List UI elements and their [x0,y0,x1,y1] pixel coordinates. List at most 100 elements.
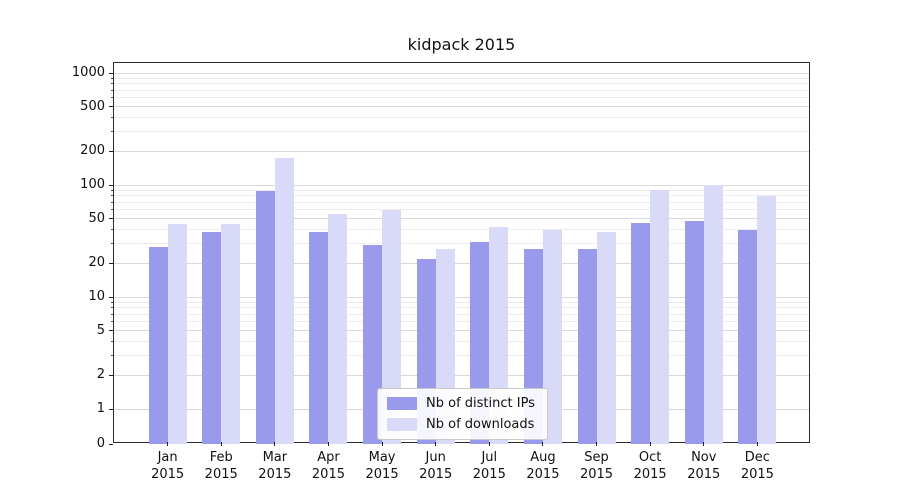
gridline-major [114,330,809,332]
y-tick-label: 10 [88,289,105,304]
legend-item-distinct-ips: Nb of distinct IPs [387,396,535,411]
gridline-minor [114,195,809,197]
x-tick-label: Jun 2015 [419,450,453,482]
bar-downloads-feb [221,223,241,444]
y-tick-mark [109,374,113,376]
gridline-minor [114,307,809,309]
y-tick-label: 100 [80,177,105,192]
bar-distinct-ips-mar [255,191,275,444]
gridline-major [114,296,809,298]
bar-downloads-apr [328,214,348,444]
bar-downloads-oct [650,190,670,444]
y-tick-mark-minor [111,97,113,99]
y-tick-mark-minor [111,355,113,357]
x-tick-label: May 2015 [365,450,399,482]
bar-distinct-ips-dec [738,229,758,444]
legend: Nb of distinct IPs Nb of downloads [377,388,548,440]
gridline-minor [114,209,809,211]
y-tick-mark [109,150,113,152]
x-tick-label: Oct 2015 [633,450,667,482]
y-tick-mark [109,296,113,298]
y-tick-mark [109,408,113,410]
y-tick-label: 50 [88,210,105,226]
y-tick-mark-minor [111,341,113,343]
gridline-minor [114,201,809,203]
gridline-minor [114,189,809,191]
gridline-minor [114,83,809,85]
y-tick-label: 1000 [71,65,105,80]
gridline-major [114,262,809,264]
x-tick-label: Apr 2015 [311,450,345,482]
y-tick-mark-minor [111,189,113,191]
y-tick-mark-minor [111,321,113,323]
x-tick-mark [435,442,437,446]
x-tick-mark [381,442,383,446]
bar-downloads-nov [703,185,723,444]
y-tick-mark [109,106,113,108]
bar-downloads-mar [274,157,294,444]
gridline-minor [114,89,809,91]
y-tick-mark-minor [111,131,113,133]
bar-distinct-ips-jan [148,246,168,444]
gridline-major [114,218,809,220]
gridline-minor [114,97,809,99]
x-tick-label: Dec 2015 [740,450,774,482]
gridline-minor [114,313,809,315]
y-tick-label: 0 [96,436,105,451]
y-tick-mark-minor [111,89,113,91]
gridline-minor [114,301,809,303]
y-tick-mark [109,262,113,264]
y-tick-mark-minor [111,313,113,315]
gridline-minor [114,117,809,119]
y-tick-mark-minor [111,83,113,85]
x-tick-label: Nov 2015 [687,450,721,482]
gridline-minor [114,321,809,323]
x-tick-label: Feb 2015 [204,450,238,482]
y-tick-label: 200 [80,143,105,159]
x-tick-mark [167,442,169,446]
chart-title: kidpack 2015 [407,35,516,54]
y-tick-label: 20 [88,255,105,271]
x-tick-label: Jul 2015 [472,450,506,482]
legend-label-distinct-ips: Nb of distinct IPs [426,396,535,411]
x-tick-mark [596,442,598,446]
gridline-minor [114,77,809,79]
x-tick-mark [274,442,276,446]
x-tick-label: Mar 2015 [258,450,292,482]
bar-downloads-may [382,209,402,444]
y-tick-label: 5 [96,322,105,338]
y-tick-label: 2 [96,367,105,383]
bar-distinct-ips-apr [309,232,329,444]
gridline-minor [114,243,809,245]
bar-downloads-dec [757,195,777,444]
gridline-minor [114,229,809,231]
y-tick-mark-minor [111,301,113,303]
gridline-major [114,184,809,186]
x-tick-mark [649,442,651,446]
y-tick-mark-minor [111,243,113,245]
x-tick-mark [327,442,329,446]
x-tick-mark [542,442,544,446]
x-tick-mark [703,442,705,446]
y-tick-mark-minor [111,201,113,203]
plot-area: 0 1 2 5 10 20 50 100 200 500 1000 Jan 2015 Feb 2015 M… [72,62,810,482]
x-tick-label: Sep 2015 [579,450,614,482]
y-tick-mark-minor [111,117,113,119]
y-tick-mark-minor [111,209,113,211]
gridline-minor [114,341,809,343]
bar-distinct-ips-feb [202,232,222,444]
y-tick-mark-minor [111,195,113,197]
x-tick-mark [488,442,490,446]
legend-swatch-downloads [387,418,417,431]
y-tick-mark [109,443,113,445]
y-tick-mark-minor [111,229,113,231]
bar-distinct-ips-oct [631,222,651,444]
gridline-major [114,374,809,376]
y-tick-label: 1 [96,401,105,416]
y-tick-mark-minor [111,307,113,309]
bar-downloads-sep [596,232,616,444]
legend-item-downloads: Nb of downloads [387,417,535,432]
legend-label-downloads: Nb of downloads [426,417,535,432]
y-tick-mark [109,330,113,332]
y-tick-mark [109,184,113,186]
